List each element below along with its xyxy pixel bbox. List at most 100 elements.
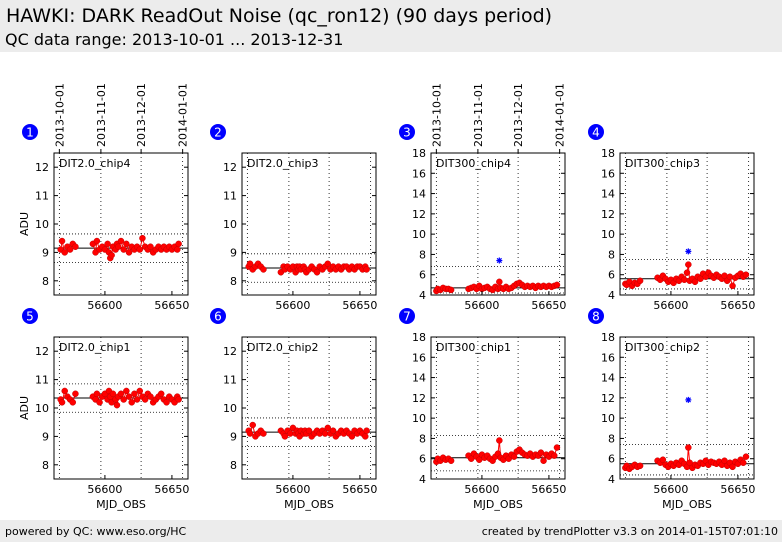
- plot-frame: [430, 336, 566, 480]
- x-tick-label: 56650: [531, 299, 566, 312]
- panel-label: DIT300_chip3: [625, 157, 700, 170]
- data-point: [131, 390, 138, 398]
- x-tick-label: 56600: [653, 299, 688, 312]
- data-point: [540, 457, 547, 464]
- y-tick-label: 8: [42, 275, 49, 288]
- data-point: [120, 396, 127, 403]
- y-tick-label: 6: [608, 453, 615, 466]
- data-point: [363, 427, 370, 434]
- plot-frame: [53, 152, 189, 296]
- panel-badge: [588, 308, 604, 324]
- y-tick-label: 6: [608, 269, 615, 282]
- y-tick-label: 11: [223, 374, 237, 387]
- data-point: [729, 463, 736, 471]
- data-point: [113, 401, 121, 409]
- x-tick-label: 56600: [87, 483, 122, 496]
- y-tick-label: 10: [223, 218, 237, 231]
- y-tick-label: 8: [419, 248, 426, 261]
- plot-frame: [241, 336, 377, 480]
- panel-badge-label: 8: [592, 310, 600, 324]
- header-bar: HAWKI: DARK ReadOut Noise (qc_ron12) (90…: [0, 0, 782, 52]
- y-tick-label: 10: [35, 402, 49, 415]
- data-point: [117, 390, 125, 398]
- date-tick-label: 2013-12-01: [135, 83, 148, 147]
- y-tick-label: 12: [223, 161, 237, 174]
- y-tick-label: 18: [601, 147, 615, 160]
- data-point: [175, 396, 182, 403]
- y-tick-label: 8: [419, 432, 426, 445]
- y-axis-label: ADU: [18, 212, 31, 236]
- x-axis-label: MJD_OBS: [284, 498, 334, 511]
- data-point: [61, 249, 68, 256]
- y-tick-label: 18: [412, 147, 426, 160]
- data-point: [551, 452, 558, 459]
- chart-panel-5: 5 8 9 10 11 12 56600 56650 DIT2.0_chip1 ADU MJD_OB…: [18, 308, 189, 511]
- data-point: [123, 240, 130, 248]
- x-tick-label: 56600: [464, 483, 499, 496]
- data-point: [133, 396, 141, 403]
- data-point: [58, 399, 66, 406]
- data-point: [324, 260, 332, 268]
- data-point: [740, 459, 747, 467]
- data-point: [685, 261, 692, 268]
- panel-label: DIT2.0_chip1: [59, 341, 130, 354]
- date-tick-label: 2013-11-01: [472, 83, 485, 147]
- panel-label: DIT2.0_chip2: [247, 341, 318, 354]
- x-tick-label: 56600: [275, 483, 310, 496]
- data-point: [510, 453, 518, 460]
- y-tick-label: 10: [223, 402, 237, 415]
- y-tick-label: 4: [419, 473, 426, 486]
- y-tick-label: 10: [35, 218, 49, 231]
- data-point: [147, 393, 154, 400]
- y-tick-label: 10: [412, 228, 426, 241]
- data-point: [61, 387, 68, 395]
- data-point: [136, 387, 144, 395]
- x-tick-label: 56650: [531, 483, 566, 496]
- y-tick-label: 14: [412, 372, 426, 385]
- data-point: [72, 243, 79, 250]
- data-point: [286, 430, 294, 437]
- outlier-point: [685, 396, 692, 403]
- y-tick-label: 11: [35, 374, 49, 387]
- chart-panel-8: 8 4 6 8 10 12 14 16 18 56600 56650 DIT300_chip2 MJD_…: [588, 308, 755, 511]
- data-point: [125, 393, 133, 400]
- x-tick-label: 56650: [154, 299, 189, 312]
- data-point: [163, 399, 170, 406]
- x-tick-label: 56600: [653, 483, 688, 496]
- panel-label: DIT300_chip2: [625, 341, 700, 354]
- y-tick-label: 11: [223, 190, 237, 203]
- data-point: [249, 421, 256, 429]
- data-point: [636, 462, 644, 470]
- data-point: [246, 430, 254, 437]
- data-point: [659, 456, 667, 463]
- panel-label: DIT2.0_chip3: [247, 157, 318, 170]
- y-tick-label: 11: [35, 190, 49, 203]
- y-tick-label: 10: [601, 228, 615, 241]
- y-tick-label: 12: [412, 392, 426, 405]
- y-tick-label: 10: [412, 412, 426, 425]
- footer-powered-by: powered by QC: www.eso.org/HC: [5, 525, 187, 538]
- y-tick-label: 12: [601, 392, 615, 405]
- date-tick-label: 2013-10-01: [430, 83, 443, 147]
- panel-badge-label: 7: [403, 310, 411, 324]
- data-point: [93, 390, 101, 398]
- y-tick-label: 16: [412, 167, 426, 180]
- data-point: [260, 430, 267, 437]
- outlier-stroke: [496, 257, 502, 264]
- panel-badge-label: 6: [214, 310, 222, 324]
- page-subtitle: QC data range: 2013-10-01 ... 2013-12-31: [5, 30, 344, 49]
- x-axis-label: MJD_OBS: [662, 498, 712, 511]
- data-point: [742, 271, 750, 278]
- footer-created-by: created by trendPlotter v3.3 on 2014-01-…: [481, 525, 778, 538]
- data-point: [685, 444, 692, 451]
- data-point: [128, 399, 135, 406]
- panel-badge: [399, 124, 415, 140]
- y-tick-label: 4: [419, 289, 426, 302]
- x-axis-label: MJD_OBS: [96, 498, 146, 511]
- y-tick-label: 16: [601, 167, 615, 180]
- data-point: [115, 243, 122, 250]
- y-tick-label: 8: [230, 275, 237, 288]
- data-point: [72, 390, 79, 398]
